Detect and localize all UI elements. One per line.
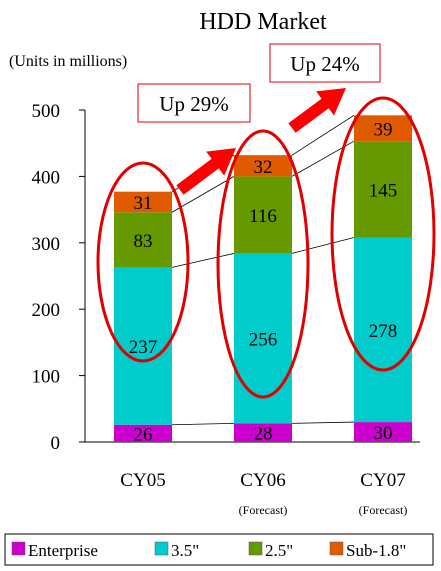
y-tick-label: 0 — [51, 433, 61, 454]
x-tick-note: (Forecast) — [239, 503, 288, 517]
y-tick-label: 200 — [32, 300, 61, 321]
bar-value-label: 237 — [129, 337, 158, 358]
legend-swatch — [154, 541, 169, 556]
highlight-ellipse — [96, 161, 190, 363]
segment-connector-line — [291, 114, 355, 156]
bars: 26 237 83 31 28 256 116 32 30 278 145 39 — [114, 115, 412, 445]
segment-connector-line — [291, 237, 355, 254]
bar-value-label: 83 — [134, 231, 153, 252]
legend-label: 2.5" — [265, 541, 293, 560]
bar-value-label: 145 — [369, 180, 398, 201]
bar-segment — [234, 155, 292, 177]
legend-label: 3.5" — [171, 541, 199, 560]
y-tick-label: 100 — [32, 367, 61, 388]
bar-value-label: 31 — [134, 193, 153, 214]
bar-value-label: 26 — [134, 424, 153, 445]
legend-swatch — [248, 541, 263, 556]
segment-connector-line — [171, 176, 235, 213]
legend: Enterprise 3.5" 2.5" Sub-1.8" — [4, 533, 434, 566]
annotation-text: Up 24% — [290, 52, 359, 76]
chart-title: HDD Market — [199, 9, 327, 35]
bar-value-label: 28 — [254, 424, 273, 445]
x-tick-label: CY07 — [360, 470, 405, 491]
bar-value-label: 39 — [374, 119, 393, 140]
annotation-box — [137, 83, 251, 123]
annotations: Up 29% Up 24% — [96, 43, 436, 399]
bar-segment — [234, 423, 292, 442]
y-tick-label: 300 — [32, 234, 61, 255]
bar-value-label: 30 — [374, 423, 393, 444]
highlight-ellipse — [216, 129, 310, 399]
bar-segment — [114, 424, 172, 442]
legend-swatch — [329, 541, 344, 556]
x-tick-label: CY06 — [240, 470, 285, 491]
bar-segment — [234, 253, 292, 424]
bar-segment — [114, 267, 172, 425]
bar-segment — [234, 176, 292, 254]
legend-label: Sub-1.8" — [346, 541, 406, 560]
bar-segment — [354, 115, 412, 142]
bar-segment — [114, 212, 172, 268]
bar-value-label: 278 — [369, 321, 398, 342]
legend-swatch — [11, 541, 26, 556]
legend-box — [4, 533, 434, 566]
bar-value-label: 32 — [254, 157, 273, 178]
unit-label: (Units in millions) — [9, 53, 127, 70]
bar-segment — [354, 237, 412, 423]
legend-label: Enterprise — [28, 541, 98, 560]
segment-connector-line — [171, 253, 235, 268]
annotation-text: Up 29% — [159, 92, 228, 116]
segment-connector-line — [171, 423, 235, 426]
up-arrow-icon — [176, 148, 236, 195]
bar-segment — [354, 422, 412, 442]
segment-connector-line — [291, 421, 355, 424]
bar-value-label: 116 — [249, 206, 277, 227]
x-tick-note: (Forecast) — [359, 503, 408, 517]
y-axis: 0 100 200 300 400 500 — [32, 101, 85, 454]
bar-segment — [354, 141, 412, 238]
bar-segment — [114, 191, 172, 213]
x-axis-labels: CY05 CY06 (Forecast) CY07 (Forecast) — [120, 470, 407, 517]
annotation-box — [269, 43, 381, 83]
y-tick-label: 500 — [32, 101, 61, 122]
bar-value-label: 256 — [249, 329, 278, 350]
highlight-ellipse — [330, 96, 436, 372]
up-arrow-icon — [288, 88, 346, 133]
x-tick-label: CY05 — [120, 470, 165, 491]
y-tick-label: 400 — [32, 167, 61, 188]
